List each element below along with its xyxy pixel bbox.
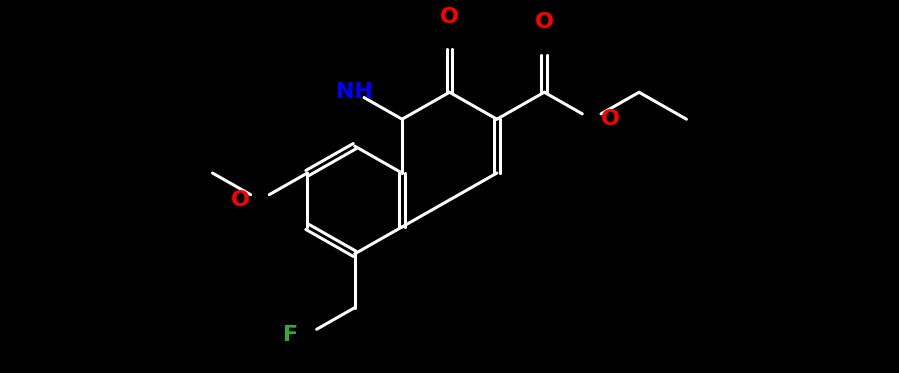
- Text: O: O: [535, 12, 554, 32]
- Text: O: O: [601, 109, 620, 129]
- Text: O: O: [440, 7, 459, 26]
- Text: F: F: [282, 325, 298, 345]
- Text: NH: NH: [336, 82, 373, 102]
- Text: O: O: [231, 190, 250, 210]
